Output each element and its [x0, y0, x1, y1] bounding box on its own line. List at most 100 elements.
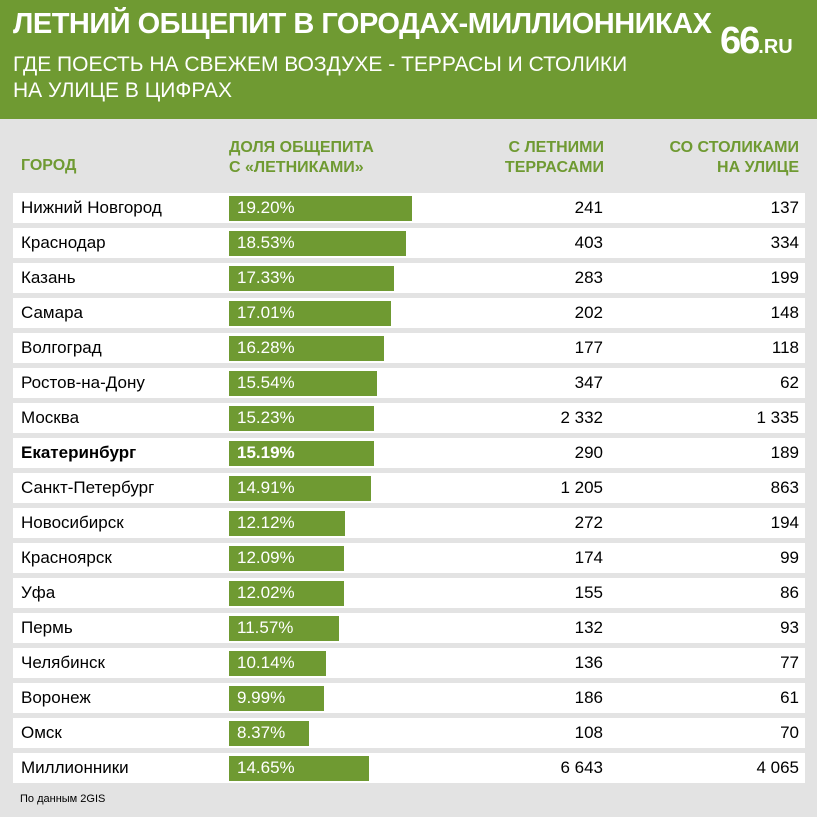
outdoor-tables-count: 86 — [780, 583, 799, 602]
share-bar — [229, 756, 369, 781]
outdoor-tables-count: 137 — [770, 198, 799, 217]
terraces-count: 174 — [574, 548, 603, 567]
outdoor-tables-count: 93 — [780, 618, 799, 637]
share-label: 12.09% — [237, 548, 295, 567]
share-label: 18.53% — [237, 233, 295, 252]
column-header-city: ГОРОД — [21, 157, 77, 174]
share-label: 17.01% — [237, 303, 295, 322]
share-bar — [229, 476, 371, 501]
share-label: 12.12% — [237, 513, 295, 532]
page-subtitle: ГДЕ ПОЕСТЬ НА СВЕЖЕМ ВОЗДУХЕ - ТЕРРАСЫ И… — [13, 53, 628, 102]
city-name: Уфа — [21, 583, 56, 602]
table-row: Красноярск 12.09% 174 99 — [13, 543, 805, 573]
share-bar — [229, 581, 344, 606]
outdoor-tables-count: 70 — [780, 723, 799, 742]
table-row: Санкт-Петербург 14.91% 1 205 863 — [13, 473, 805, 503]
column-header-share-line1: ДОЛЯ ОБЩЕПИТА — [229, 139, 374, 156]
share-bar — [229, 651, 326, 676]
terraces-count: 186 — [574, 688, 603, 707]
share-label: 15.19% — [237, 443, 295, 462]
share-bar — [229, 301, 391, 326]
outdoor-tables-count: 148 — [770, 303, 799, 322]
outdoor-tables-count: 334 — [770, 233, 799, 252]
share-label: 12.02% — [237, 583, 295, 602]
table-row: Новосибирск 12.12% 272 194 — [13, 508, 805, 538]
table-row: Пермь 11.57% 132 93 — [13, 613, 805, 643]
terraces-count: 272 — [574, 513, 603, 532]
share-label: 10.14% — [237, 653, 295, 672]
share-bar — [229, 231, 406, 256]
share-bar — [229, 511, 345, 536]
city-name: Краснодар — [21, 233, 106, 252]
city-name: Казань — [21, 268, 76, 287]
terraces-count: 155 — [574, 583, 603, 602]
city-name: Самара — [21, 303, 83, 322]
column-header-terraces-line2: ТЕРРАСАМИ — [504, 159, 604, 176]
logo-domain: .RU — [758, 36, 793, 58]
share-label: 16.28% — [237, 338, 295, 357]
share-bar — [229, 406, 374, 431]
outdoor-tables-count: 99 — [780, 548, 799, 567]
share-label: 15.23% — [237, 408, 295, 427]
outdoor-tables-count: 199 — [770, 268, 799, 287]
terraces-count: 290 — [574, 443, 603, 462]
table-row: Казань 17.33% 283 199 — [13, 263, 805, 293]
table-row: Краснодар 18.53% 403 334 — [13, 228, 805, 258]
share-bar — [229, 686, 324, 711]
share-label: 17.33% — [237, 268, 295, 287]
outdoor-tables-count: 1 335 — [756, 408, 799, 427]
terraces-count: 6 643 — [560, 758, 603, 777]
city-name: Волгоград — [21, 338, 102, 357]
outdoor-tables-count: 77 — [780, 653, 799, 672]
city-name: Красноярск — [21, 548, 112, 567]
terraces-count: 2 332 — [560, 408, 603, 427]
terraces-count: 347 — [574, 373, 603, 392]
outdoor-tables-count: 863 — [770, 478, 799, 497]
terraces-count: 403 — [574, 233, 603, 252]
share-label: 8.37% — [237, 723, 286, 742]
share-label: 19.20% — [237, 198, 295, 217]
share-label: 15.54% — [237, 373, 295, 392]
table-row: Воронеж 9.99% 186 61 — [13, 683, 805, 713]
table-row: Челябинск 10.14% 136 77 — [13, 648, 805, 678]
terraces-count: 202 — [574, 303, 603, 322]
logo-number: 66 — [720, 20, 760, 62]
city-name: Новосибирск — [21, 513, 124, 532]
site-logo: 66.RU — [720, 20, 793, 63]
outdoor-tables-count: 118 — [771, 338, 799, 357]
outdoor-tables-count: 189 — [770, 443, 799, 462]
city-name: Екатеринбург — [21, 443, 137, 462]
city-name: Москва — [21, 408, 80, 427]
table-row: Уфа 12.02% 155 86 — [13, 578, 805, 608]
share-bar — [229, 616, 339, 641]
column-header-share: ДОЛЯ ОБЩЕПИТА С «ЛЕТНИКАМИ» — [229, 138, 374, 178]
city-name: Нижний Новгород — [21, 198, 162, 217]
terraces-count: 136 — [574, 653, 603, 672]
table-row: Москва 15.23% 2 332 1 335 — [13, 403, 805, 433]
table-row: Волгоград 16.28% 177 118 — [13, 333, 805, 363]
header-banner: ЛЕТНИЙ ОБЩЕПИТ В ГОРОДАХ-МИЛЛИОННИКАХ ГД… — [0, 0, 817, 119]
share-label: 9.99% — [237, 688, 286, 707]
column-header-terraces: С ЛЕТНИМИ ТЕРРАСАМИ — [505, 138, 604, 178]
terraces-count: 283 — [574, 268, 603, 287]
share-bar — [229, 721, 309, 746]
outdoor-tables-count: 62 — [780, 373, 799, 392]
column-header-share-line2: С «ЛЕТНИКАМИ» — [229, 159, 364, 176]
column-header-terraces-line1: С ЛЕТНИМИ — [508, 139, 604, 156]
outdoor-tables-count: 61 — [780, 688, 799, 707]
terraces-count: 132 — [574, 618, 603, 637]
table-row: Миллионники 14.65% 6 643 4 065 — [13, 753, 805, 783]
table-row: Ростов-на-Дону 15.54% 347 62 — [13, 368, 805, 398]
city-name: Миллионники — [21, 758, 129, 777]
share-label: 11.57% — [237, 618, 294, 637]
share-bar — [229, 196, 412, 221]
city-name: Санкт-Петербург — [21, 478, 155, 497]
column-header-tables: СО СТОЛИКАМИ НА УЛИЦЕ — [670, 138, 800, 178]
share-bar — [229, 336, 384, 361]
city-name: Челябинск — [21, 653, 105, 672]
share-bar — [229, 371, 377, 396]
outdoor-tables-count: 4 065 — [756, 758, 799, 777]
city-name: Пермь — [21, 618, 73, 637]
outdoor-tables-count: 194 — [770, 513, 799, 532]
table-row: Екатеринбург 15.19% 290 189 — [13, 438, 805, 468]
